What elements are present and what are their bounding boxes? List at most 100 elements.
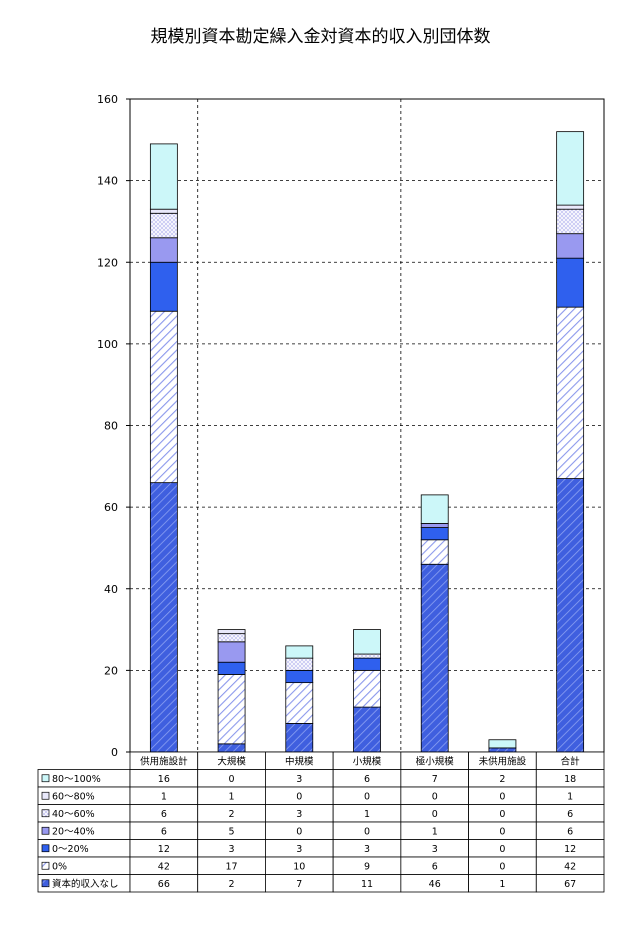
legend-label: 資本的収入なし [52, 878, 119, 890]
table-cell-value: 66 [158, 879, 170, 890]
table-cell-value: 16 [158, 774, 170, 785]
y-tick-label: 140 [97, 175, 118, 188]
bar-segment [353, 629, 381, 655]
bar-segment [488, 747, 517, 753]
table-cell-value: 42 [158, 862, 170, 873]
table-cell-value: 6 [432, 862, 438, 873]
bar-segment [420, 523, 449, 528]
table-cell-value: 7 [296, 879, 302, 890]
y-tick-label: 160 [97, 93, 118, 106]
legend-label: 40～60% [52, 809, 95, 820]
table-cell-value: 2 [499, 774, 505, 785]
bar-segment [420, 563, 449, 753]
x-category-label: 合計 [561, 756, 581, 768]
bar-segment [353, 657, 381, 671]
y-tick-label: 80 [104, 420, 118, 433]
legend-label: 20～40% [52, 827, 95, 838]
table-cell-value: 0 [499, 792, 505, 803]
legend-swatch [41, 844, 50, 853]
bar-segment [149, 143, 178, 210]
table-cell-value: 3 [229, 844, 235, 855]
table-cell-value: 1 [567, 792, 573, 803]
table-cell-value: 0 [432, 792, 438, 803]
bar-segment [556, 204, 585, 210]
bar-segment [217, 633, 246, 643]
legend-swatch [41, 774, 50, 783]
bar-segment [149, 482, 178, 753]
bar-segment [285, 657, 314, 671]
table-cell-value: 46 [429, 879, 441, 890]
legend-swatch [41, 809, 50, 818]
bar-segment [149, 261, 178, 312]
bar-segment [420, 494, 449, 524]
bar-segment [285, 682, 314, 724]
legend-swatch [41, 861, 50, 870]
x-category-label: 小規模 [353, 756, 382, 768]
table-cell-value: 3 [364, 844, 370, 855]
legend-swatch [41, 826, 50, 835]
y-tick-label: 120 [97, 256, 118, 269]
bar-segment [285, 645, 314, 659]
table-cell-value: 3 [432, 844, 438, 855]
table-cell-value: 1 [432, 827, 438, 838]
table-cell-value: 0 [499, 844, 505, 855]
legend-label: 60～80% [52, 792, 95, 803]
table-cell-value: 1 [364, 809, 370, 820]
table-cell-value: 3 [296, 844, 302, 855]
table-cell-value: 6 [567, 827, 573, 838]
bar-segment [149, 237, 178, 263]
bar-segment [217, 661, 246, 675]
table-cell-value: 0 [296, 792, 302, 803]
bar-segment [556, 208, 585, 235]
bar-segment [556, 233, 585, 259]
table-cell-value: 9 [364, 862, 370, 873]
table-cell-value: 7 [432, 774, 438, 785]
table-cell-value: 1 [499, 879, 505, 890]
bar-segment [217, 674, 246, 745]
table-cell-value: 2 [229, 879, 235, 890]
bar-segment [285, 723, 314, 753]
chart-title: 規模別資本勘定繰入金対資本的収入別団体数 [150, 27, 491, 47]
y-tick-label: 40 [104, 583, 118, 596]
x-category-label: 供用施設計 [140, 756, 188, 768]
table-cell-value: 6 [567, 809, 573, 820]
table-cell-value: 6 [161, 809, 167, 820]
y-tick-label: 60 [104, 501, 118, 514]
x-category-label: 極小規模 [416, 756, 455, 768]
table-cell-value: 67 [564, 879, 576, 890]
table-cell-value: 5 [229, 827, 235, 838]
table-cell-value: 11 [361, 879, 373, 890]
table-cell-value: 18 [564, 774, 576, 785]
bar-segment [556, 131, 585, 206]
bar-segment [353, 706, 381, 753]
table-cell-value: 3 [296, 809, 302, 820]
bar-segment [556, 478, 585, 753]
table-cell-value: 3 [296, 774, 302, 785]
table-cell-value: 0 [229, 774, 235, 785]
table-cell-value: 0 [364, 827, 370, 838]
legend-label: 0～20% [52, 844, 89, 855]
bar-segment [420, 527, 449, 541]
table-cell-value: 10 [293, 862, 305, 873]
bar-segment [353, 669, 381, 708]
bar-segment [353, 653, 381, 659]
bar-segment [217, 641, 246, 663]
bar-segment [149, 212, 178, 239]
legend-label: 0% [52, 862, 67, 873]
legend-label: 80～100% [52, 774, 101, 785]
table-cell-value: 2 [229, 809, 235, 820]
x-category-label: 大規模 [217, 756, 246, 768]
bar-segment [556, 257, 585, 308]
bar-segment [149, 310, 178, 484]
bar-segment [149, 208, 178, 214]
table-cell-value: 0 [499, 827, 505, 838]
y-tick-label: 20 [104, 664, 118, 677]
table-cell-value: 0 [296, 827, 302, 838]
table-cell-value: 0 [499, 809, 505, 820]
legend-swatch [41, 879, 50, 888]
y-tick-label: 100 [97, 338, 118, 351]
bar-segment [217, 743, 246, 753]
bar-segment [217, 629, 246, 635]
table-cell-value: 0 [499, 862, 505, 873]
x-category-label: 中規模 [285, 756, 314, 768]
